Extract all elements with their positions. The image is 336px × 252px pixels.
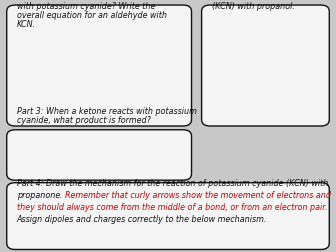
Text: they should always come from the middle of a bond, or from an electron pair.: they should always come from the middle … [17,203,327,212]
Text: propanone: propanone [17,191,60,200]
Text: KCN.: KCN. [17,20,36,29]
Text: Draw the mechanism for the reaction of potassium cyanide (KCN) with: Draw the mechanism for the reaction of p… [46,179,328,188]
FancyBboxPatch shape [7,5,192,126]
Text: Part 3: When a ketone reacts with potassium: Part 3: When a ketone reacts with potass… [17,107,197,116]
FancyBboxPatch shape [7,183,329,249]
Text: cyanide, what product is formed?: cyanide, what product is formed? [17,116,151,125]
Text: . Remember that curly arrows show the movement of electrons and: . Remember that curly arrows show the mo… [60,191,331,200]
Text: Part 4:: Part 4: [17,179,46,188]
Text: (KCN) with propanol.: (KCN) with propanol. [212,2,295,11]
Text: overall equation for an aldehyde with: overall equation for an aldehyde with [17,11,167,20]
FancyBboxPatch shape [7,130,192,180]
FancyBboxPatch shape [202,5,329,126]
Text: with potassium cyanide? Write the: with potassium cyanide? Write the [17,2,155,11]
Text: Assign dipoles and charges correctly to the below mechanism.: Assign dipoles and charges correctly to … [17,215,267,224]
